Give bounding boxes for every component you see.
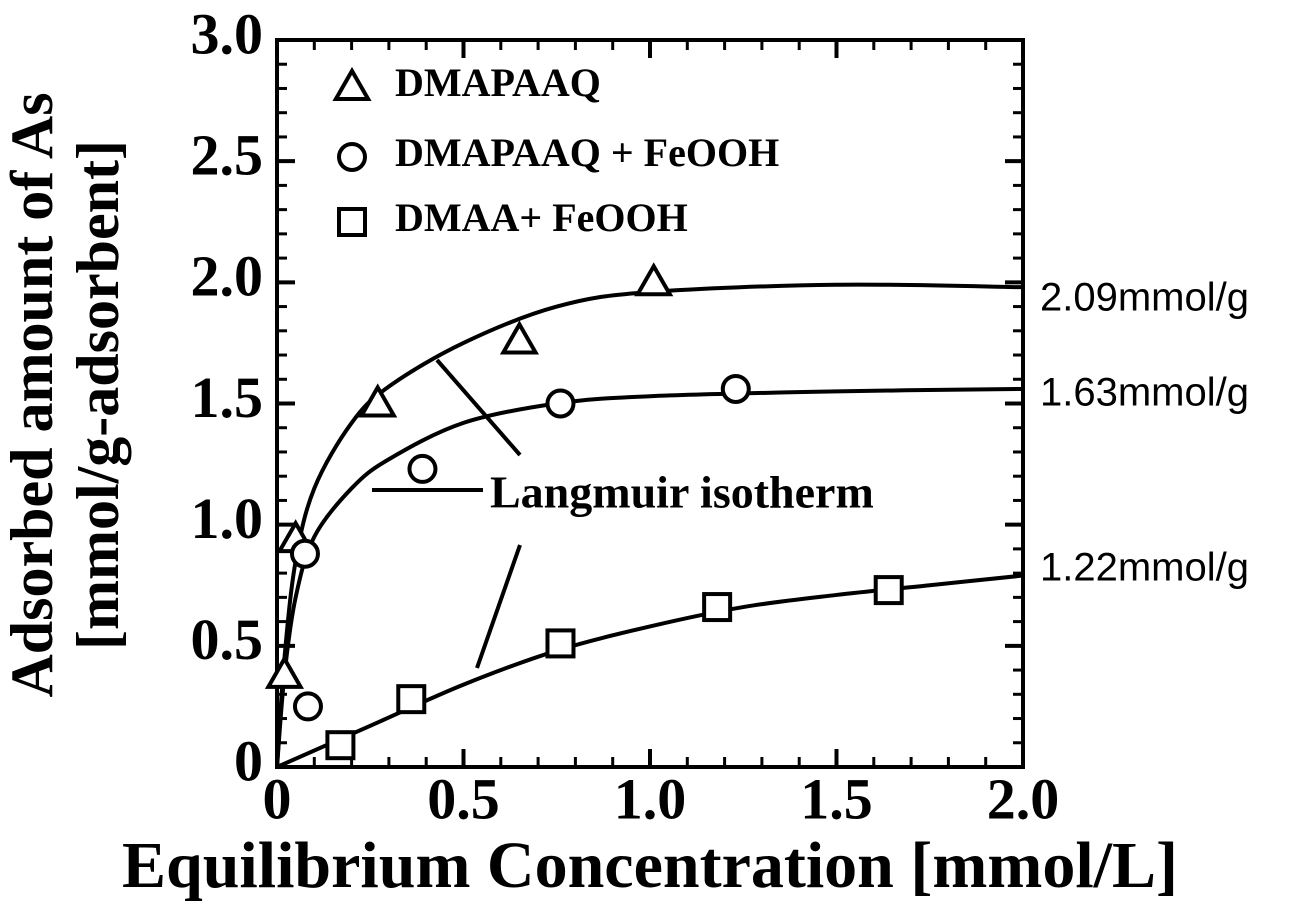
y-tick-label: 1.5 xyxy=(191,365,264,430)
marker xyxy=(702,592,733,623)
fit-curve xyxy=(275,282,1024,768)
leader-line xyxy=(435,358,522,457)
annotation: Langmuir isotherm xyxy=(490,467,874,518)
marker xyxy=(358,383,398,418)
marker xyxy=(499,320,540,355)
x-tick-label: 1.5 xyxy=(800,766,873,831)
y-tick-label: 1.0 xyxy=(191,486,264,551)
x-tick-label: 1.0 xyxy=(614,766,687,831)
marker xyxy=(292,691,323,722)
legend-marker xyxy=(337,207,367,237)
x-axis-label: Equilibrium Concentration [mmol/L] xyxy=(122,829,1178,902)
legend-label: DMAPAAQ + FeOOH xyxy=(395,130,779,175)
marker xyxy=(720,373,751,404)
y-tick-label: 2.5 xyxy=(191,122,264,187)
fit-curve xyxy=(275,386,1024,768)
marker xyxy=(264,654,305,689)
marker xyxy=(407,453,438,484)
leader-line xyxy=(475,544,522,669)
marker xyxy=(634,262,674,297)
x-tick-label: 0.5 xyxy=(427,766,500,831)
marker xyxy=(873,575,904,606)
x-tick-label: 2.0 xyxy=(987,766,1060,831)
marker xyxy=(545,628,576,659)
marker xyxy=(545,388,576,419)
legend-label: DMAA+ FeOOH xyxy=(395,195,688,240)
marker xyxy=(396,684,427,715)
annotation: 2.09mmol/g xyxy=(1040,276,1249,320)
legend-marker xyxy=(332,66,372,101)
y-tick-label: 2.0 xyxy=(191,244,264,309)
legend-marker xyxy=(337,142,367,172)
y-axis-label: Adsorbed amount of As xyxy=(0,92,65,697)
annotation: 1.22mmol/g xyxy=(1040,546,1249,590)
y-axis-label: [mmol/g-adsorbent] xyxy=(65,140,131,650)
x-tick-label: 0 xyxy=(263,766,292,831)
marker xyxy=(289,538,320,569)
marker xyxy=(325,730,356,761)
y-tick-label: 0.5 xyxy=(191,607,264,672)
y-tick-label: 0 xyxy=(234,728,263,793)
fit-curve xyxy=(276,573,1024,769)
annotation: 1.63mmol/g xyxy=(1040,371,1249,415)
legend-label: DMAPAAQ xyxy=(395,60,601,105)
y-tick-label: 3.0 xyxy=(191,1,264,66)
